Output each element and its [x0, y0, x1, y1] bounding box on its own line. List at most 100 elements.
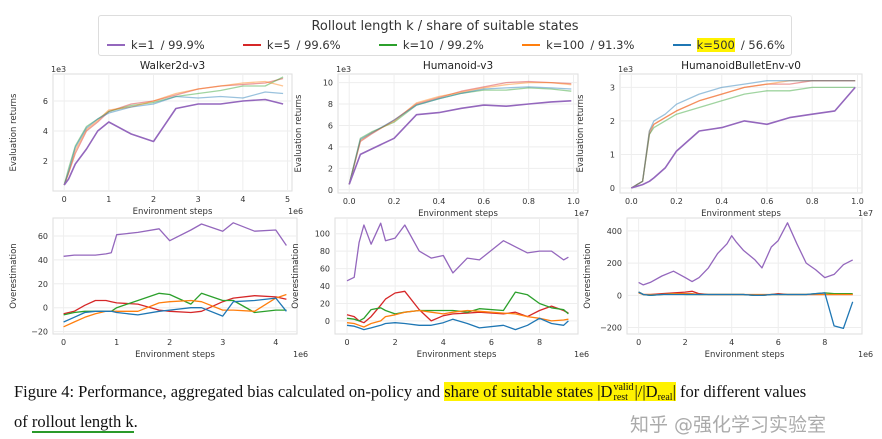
- y-tick-label: 2: [328, 164, 333, 173]
- legend-k: k=100: [546, 38, 585, 52]
- x-tick-label: 0.0: [343, 197, 356, 206]
- legend-swatch: [378, 44, 397, 46]
- y-tick-label: 6: [43, 97, 48, 106]
- axes-frame: [52, 73, 293, 192]
- y-tick-label: 8: [328, 100, 333, 109]
- x-multiplier: 1e7: [574, 209, 589, 218]
- x-tick-label: 3: [220, 338, 225, 347]
- legend-item-k500: k=500 / 56.6%: [672, 38, 785, 52]
- x-axis-label: Environment steps: [135, 350, 215, 360]
- series-line-k1: [348, 100, 572, 185]
- subplot-title: Walker2d-v3: [140, 60, 205, 72]
- legend-share: / 99.6%: [296, 38, 341, 52]
- figure-caption: Figure 4: Performance, aggregated bias c…: [14, 380, 806, 434]
- subplot-5: 0 2 4 6 8 −200 0 200 400 Environment steps 1e6 Over…: [583, 217, 873, 360]
- x-tick-label: 2: [151, 195, 156, 204]
- y-tick-label: 4: [328, 143, 333, 152]
- x-axis-label: Environment steps: [418, 209, 498, 219]
- legend-item-k10: k=10 / 99.2%: [378, 38, 484, 52]
- y-tick-label: 20: [320, 299, 330, 308]
- math-end: |: [672, 382, 676, 401]
- y-tick-label: 4: [43, 127, 48, 136]
- series-line-k10: [346, 291, 569, 322]
- series-line-k500: [638, 291, 854, 330]
- x-multiplier: 1e6: [858, 350, 873, 359]
- series-line-k1: [638, 222, 853, 286]
- x-axis-label: Environment steps: [417, 350, 497, 360]
- caption-highlight: share of suitable states |D valid rest |/|D…: [444, 382, 676, 404]
- y-axis-label: Overestimation: [291, 243, 301, 308]
- subplot-title: HumanoidBulletEnv-v0: [681, 60, 801, 72]
- y-tick-label: −20: [31, 328, 48, 337]
- x-tick-label: 0.8: [806, 197, 819, 206]
- y-tick-label: 80: [320, 247, 330, 256]
- series-line-k500: [630, 80, 856, 189]
- series-line-k1: [631, 86, 856, 189]
- x-axis-label: Environment steps: [133, 207, 213, 217]
- x-multiplier: 1e7: [858, 209, 873, 218]
- caption-line2-end: .: [133, 412, 138, 431]
- y-tick-label: 6: [328, 121, 333, 130]
- series-line-k5: [348, 80, 572, 185]
- caption-underlined: rollout length k: [31, 412, 134, 433]
- y-tick-label: 10: [323, 79, 333, 88]
- subplot-0: 0 1 2 3 4 5 2 4 6 Walker2d-v3 Environment steps 1e6…: [9, 60, 303, 217]
- x-tick-label: 2: [683, 338, 688, 347]
- series-line-k100: [63, 293, 287, 328]
- legend-item-k1: k=1 / 99.9%: [107, 38, 205, 52]
- y-multiplier: 1e3: [618, 65, 633, 74]
- y-axis-label: Overestimation: [9, 243, 19, 308]
- series-line-k10: [348, 87, 572, 185]
- y-axis-label: Evaluation returns: [9, 93, 19, 172]
- series-line-k100: [630, 80, 856, 189]
- y-tick-label: 0: [610, 184, 615, 193]
- legend-k: k=5: [266, 38, 291, 52]
- subplot-2: 0.0 0.2 0.4 0.6 0.8 1.0 0 1 2 3 HumanoidBulletEnv-…: [576, 60, 873, 219]
- y-tick-label: 0: [617, 291, 622, 300]
- x-tick-label: 2: [393, 338, 398, 347]
- series-line-k1: [63, 222, 287, 257]
- series-line-k100: [346, 309, 569, 328]
- series-line-k100: [348, 81, 572, 185]
- x-tick-label: 0: [61, 338, 66, 347]
- x-tick-label: 5: [285, 195, 290, 204]
- series-line-k10: [630, 86, 856, 189]
- x-tick-label: 0.6: [477, 197, 490, 206]
- x-axis-label: Environment steps: [705, 350, 785, 360]
- series-line-k100: [63, 80, 284, 186]
- x-tick-label: 4: [441, 338, 446, 347]
- y-tick-label: 0: [328, 186, 333, 195]
- x-tick-label: 8: [822, 338, 827, 347]
- legend-swatch: [107, 44, 125, 46]
- x-tick-label: 0.0: [625, 197, 638, 206]
- legend-share: / 56.6%: [740, 38, 785, 52]
- y-tick-label: 0: [325, 317, 330, 326]
- legend-share: / 99.2%: [439, 38, 484, 52]
- subplot-title: Humanoid-v3: [423, 60, 493, 72]
- figure-panels: 0 1 2 3 4 5 2 4 6 Walker2d-v3 Environment steps 1e6…: [9, 60, 873, 360]
- math-sup: valid: [613, 382, 634, 394]
- series-line-k500: [63, 91, 284, 186]
- x-tick-label: 1.0: [567, 197, 580, 206]
- series-line-k500: [346, 317, 569, 331]
- y-tick-label: 1: [610, 150, 615, 159]
- x-tick-label: 1: [114, 338, 119, 347]
- y-axis-label: Evaluation returns: [294, 94, 304, 173]
- series-line-k5: [63, 295, 287, 315]
- y-tick-label: 3: [610, 83, 615, 92]
- caption-line2-prefix: of: [14, 412, 32, 431]
- math-sub2: real: [657, 392, 673, 403]
- legend-k-highlighted: k=500: [696, 38, 735, 52]
- x-tick-label: 0: [636, 338, 641, 347]
- subplot-3: 0 1 2 3 4 −20 0 20 40 60 Environment steps 1e6 Overe…: [9, 217, 308, 360]
- watermark: 知乎 @强化学习实验室: [630, 414, 827, 436]
- y-tick-label: 60: [38, 232, 48, 241]
- y-axis-label: Overestimation: [583, 243, 593, 308]
- legend-swatch: [672, 44, 691, 46]
- x-tick-label: 0.2: [670, 197, 683, 206]
- y-multiplier: 1e3: [51, 65, 66, 74]
- series-line-k5: [630, 80, 856, 189]
- y-multiplier: 1e3: [336, 65, 351, 74]
- legend-title: Rollout length k / share of suitable sta…: [311, 19, 579, 34]
- math-sub: rest: [613, 392, 628, 404]
